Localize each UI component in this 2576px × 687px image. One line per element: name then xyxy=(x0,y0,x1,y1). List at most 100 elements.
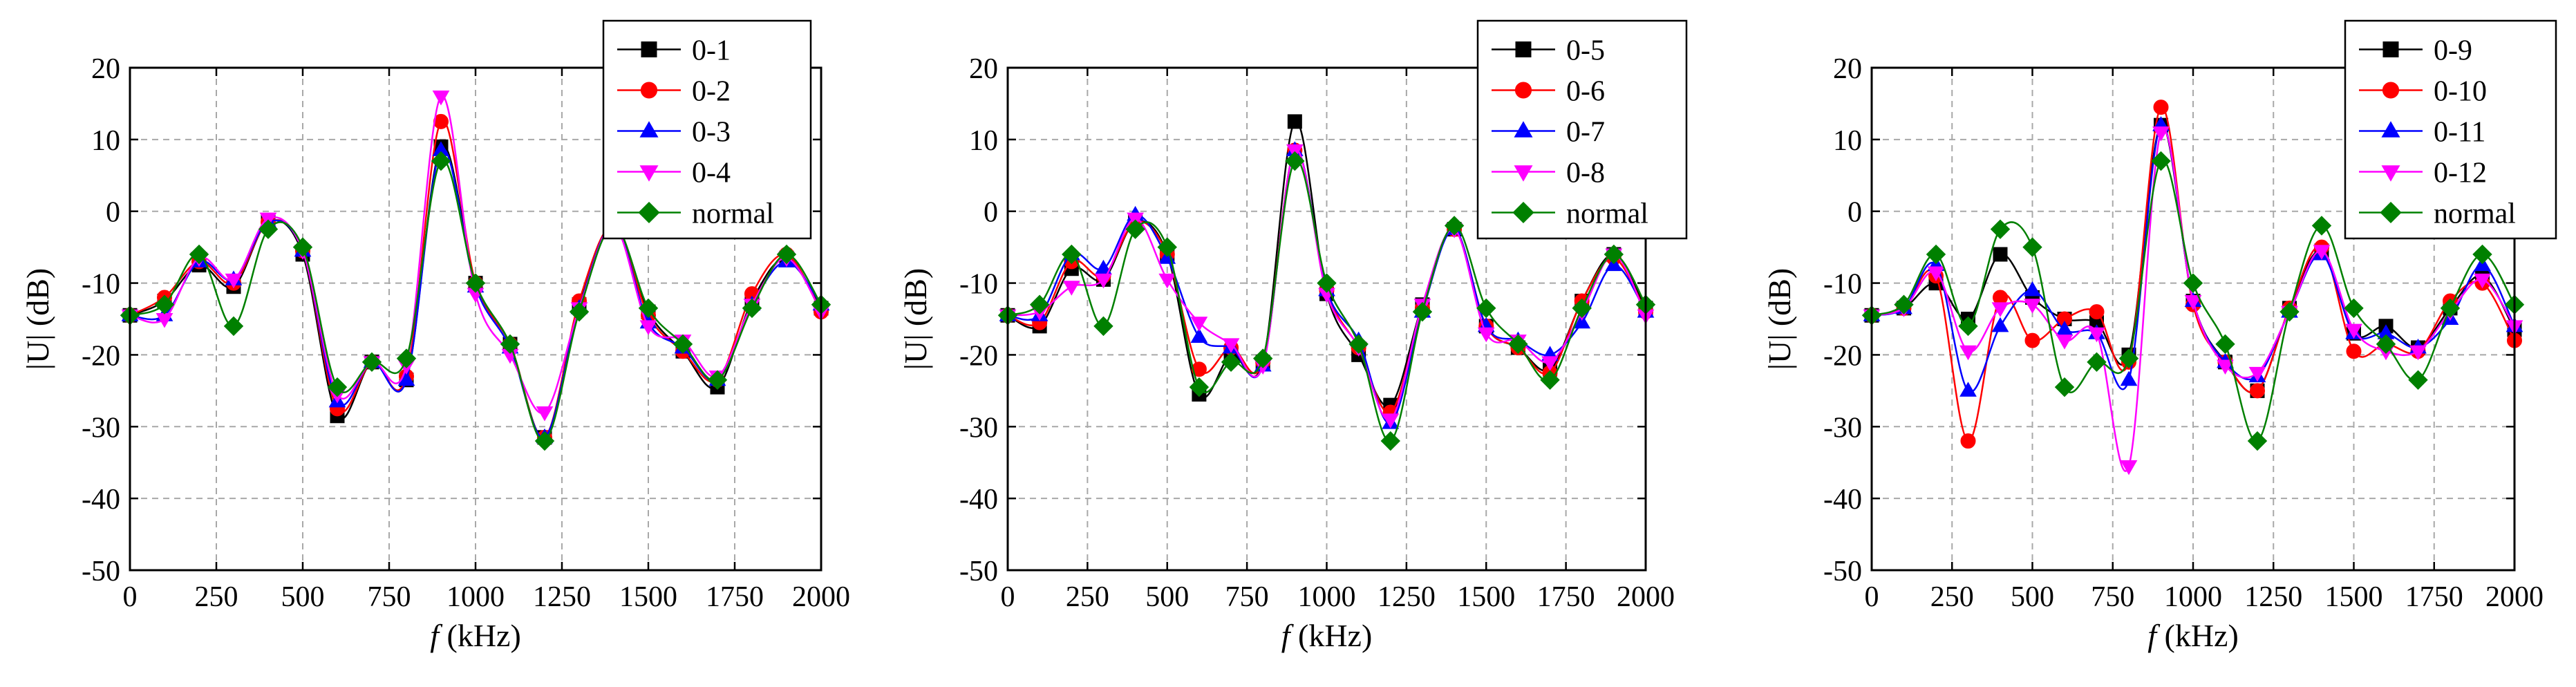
legend-item: 0-4 xyxy=(617,158,731,189)
data-point xyxy=(2152,126,2170,142)
data-point xyxy=(639,320,657,335)
data-point xyxy=(2024,281,2041,297)
data-point xyxy=(2409,345,2427,361)
x-tick-label: 0 xyxy=(1865,581,1879,613)
x-tick-label: 1750 xyxy=(1537,581,1595,613)
legend-box xyxy=(2344,19,2557,240)
y-tick-label: -10 xyxy=(1823,269,1862,301)
data-point xyxy=(1062,281,1080,296)
x-tick-label: 1250 xyxy=(1378,581,1436,613)
data-point xyxy=(1960,433,1976,449)
y-tick-label: 20 xyxy=(969,53,998,85)
data-point xyxy=(2440,298,2461,319)
y-tick-label: -10 xyxy=(959,269,998,301)
y-tick-label: -20 xyxy=(82,340,120,372)
data-point xyxy=(1190,317,1208,332)
legend-label: 0-6 xyxy=(1566,76,1605,108)
x-tick-label: 0 xyxy=(123,581,138,613)
data-point xyxy=(2376,334,2396,355)
grid xyxy=(130,68,821,570)
legend-item: normal xyxy=(2359,198,2516,230)
legend-marker xyxy=(1514,121,1533,138)
y-tick-label: -40 xyxy=(1823,484,1862,516)
data-point xyxy=(1062,244,1082,265)
legend-label: 0-5 xyxy=(1566,35,1605,67)
data-point xyxy=(1540,370,1560,390)
data-point xyxy=(2313,245,2331,260)
legend-item: 0-11 xyxy=(2359,117,2485,149)
legend-label: 0-3 xyxy=(692,117,731,149)
y-tick-label: -50 xyxy=(1823,556,1862,587)
data-point xyxy=(2183,273,2203,293)
y-tick-label: 0 xyxy=(1848,197,1862,229)
data-point xyxy=(1991,317,2009,332)
data-point xyxy=(1158,273,1176,289)
legend-marker xyxy=(1514,82,1532,99)
x-tick-label: 1250 xyxy=(2244,581,2302,613)
legend-marker xyxy=(2380,201,2402,224)
legend-marker xyxy=(2382,41,2399,57)
data-point xyxy=(2184,295,2202,310)
chart-panel-3: 0 250 500 750 1000 1250 1500 1750 2000 -50 -40 -30 -… xyxy=(1762,19,2557,653)
legend-label: normal xyxy=(1566,198,1648,230)
data-point xyxy=(327,377,348,397)
data-point xyxy=(189,244,209,265)
data-point xyxy=(2250,383,2265,399)
legend-label: normal xyxy=(692,198,774,230)
legend-item: 0-9 xyxy=(2359,35,2472,67)
data-point xyxy=(1926,244,1946,265)
data-point xyxy=(1508,334,1528,355)
series-line xyxy=(129,159,822,442)
y-tick-label: -20 xyxy=(959,340,998,372)
data-point xyxy=(2247,431,2268,451)
data-point xyxy=(1093,316,1113,337)
legend-label: 0-11 xyxy=(2434,117,2485,149)
x-tick-label: 750 xyxy=(2091,581,2134,613)
data-point xyxy=(742,298,762,319)
legend-item: 0-7 xyxy=(1492,117,1605,149)
data-point xyxy=(1222,338,1240,353)
data-point xyxy=(1959,345,1977,361)
y-tick-label: 0 xyxy=(106,197,120,229)
x-tick-label: 1000 xyxy=(1298,581,1356,613)
legend: 0-5 0-6 0-7 0-8 normal xyxy=(1476,19,1688,240)
x-tick-label: 1500 xyxy=(1457,581,1515,613)
data-point xyxy=(1927,266,1945,281)
data-point xyxy=(2248,366,2266,382)
legend-marker xyxy=(639,121,659,138)
series-normal xyxy=(997,151,1656,451)
x-tick-label: 500 xyxy=(281,581,325,613)
data-point xyxy=(258,219,279,239)
legend-label: 0-8 xyxy=(1566,158,1605,189)
x-tick-label: 1000 xyxy=(446,581,505,613)
data-point xyxy=(2120,370,2138,386)
data-point xyxy=(500,334,520,355)
data-point xyxy=(2345,323,2362,339)
y-tick-label: -10 xyxy=(82,269,120,301)
x-tick-label: 500 xyxy=(2011,581,2054,613)
y-axis-label: |U| (dB) xyxy=(898,268,933,370)
y-tick-label: -50 xyxy=(959,556,998,587)
x-tick-label: 750 xyxy=(1225,581,1269,613)
x-tick-label: 2000 xyxy=(2485,581,2544,613)
data-point xyxy=(536,406,554,422)
data-point xyxy=(638,298,659,319)
data-point xyxy=(1221,352,1241,373)
data-point xyxy=(1382,413,1400,429)
legend: 0-1 0-2 0-3 0-4 normal xyxy=(602,19,812,240)
legend-label: 0-12 xyxy=(2434,158,2487,189)
data-point xyxy=(2022,237,2042,257)
y-axis-label: |U| (dB) xyxy=(20,268,55,370)
legend-marker xyxy=(639,165,659,182)
x-tick-label: 1750 xyxy=(706,581,764,613)
legend-marker xyxy=(2381,121,2400,138)
data-point xyxy=(1189,377,1210,397)
y-tick-label: 20 xyxy=(91,53,120,85)
legend-item: 0-6 xyxy=(1492,76,1605,108)
data-point xyxy=(465,273,486,293)
data-point xyxy=(1958,316,1978,337)
data-point xyxy=(776,244,797,265)
y-tick-label: 10 xyxy=(91,125,120,157)
y-tick-label: -20 xyxy=(1823,340,1862,372)
data-point xyxy=(225,273,243,289)
